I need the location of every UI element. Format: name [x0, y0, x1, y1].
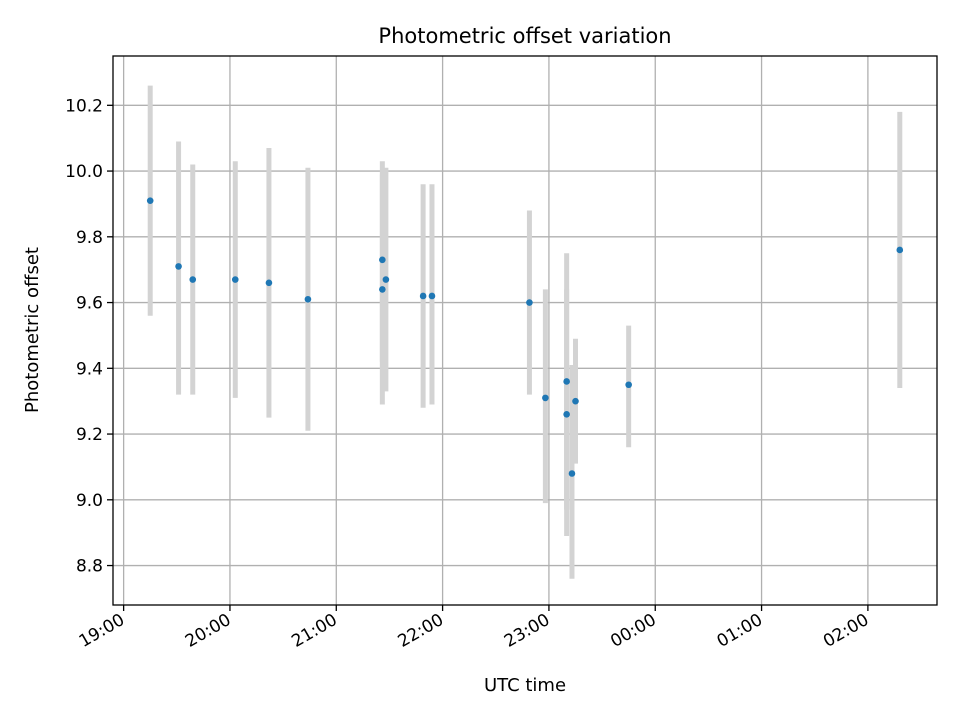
chart-title: Photometric offset variation: [378, 24, 671, 48]
x-tick-label: 20:00: [182, 610, 234, 652]
grid: [113, 56, 937, 605]
y-tick-label: 9.0: [76, 491, 103, 511]
x-axis-ticks: 19:00 20:00 21:00 22:00 23:00 00:00 01:00 02:00: [76, 605, 872, 652]
data-point: [382, 276, 390, 283]
data-point: [379, 286, 386, 293]
data-point: [189, 276, 197, 283]
x-tick-label: 19:00: [76, 610, 128, 652]
y-tick-label: 8.8: [76, 557, 103, 577]
x-tick-label: 00:00: [607, 610, 659, 652]
data-point: [419, 292, 427, 300]
data-point: [231, 276, 239, 283]
x-tick-label: 22:00: [395, 610, 447, 652]
y-tick-label: 10.2: [65, 96, 103, 116]
x-tick-label: 01:00: [714, 610, 766, 652]
error-bars: [147, 85, 903, 579]
data-point: [526, 299, 533, 306]
data-point: [896, 246, 904, 254]
data-point: [625, 381, 632, 389]
y-axis-ticks: 8.8 9.0 9.2 9.4 9.6 9.8 10.0 10.2: [65, 96, 113, 577]
data-point: [563, 411, 570, 418]
data-point: [379, 256, 386, 264]
x-tick-label: 02:00: [820, 610, 872, 652]
data-point: [542, 394, 549, 402]
y-tick-label: 10.0: [65, 162, 103, 182]
y-axis-label: Photometric offset: [22, 247, 43, 413]
y-tick-label: 9.2: [76, 425, 103, 445]
data-point: [304, 295, 312, 303]
data-point: [563, 378, 570, 385]
data-point: [568, 470, 576, 477]
data-point: [428, 292, 436, 300]
data-points: [146, 197, 904, 477]
data-point: [175, 263, 182, 270]
data-point: [146, 197, 154, 204]
plot-frame: [112, 55, 938, 606]
y-tick-label: 9.6: [76, 294, 103, 314]
x-tick-label: 23:00: [501, 610, 553, 652]
x-axis-label: UTC time: [484, 675, 566, 696]
y-tick-label: 9.8: [76, 228, 103, 248]
data-point: [265, 279, 273, 287]
x-tick-label: 21:00: [288, 610, 340, 652]
y-tick-label: 9.4: [76, 359, 103, 379]
data-point: [572, 397, 579, 405]
